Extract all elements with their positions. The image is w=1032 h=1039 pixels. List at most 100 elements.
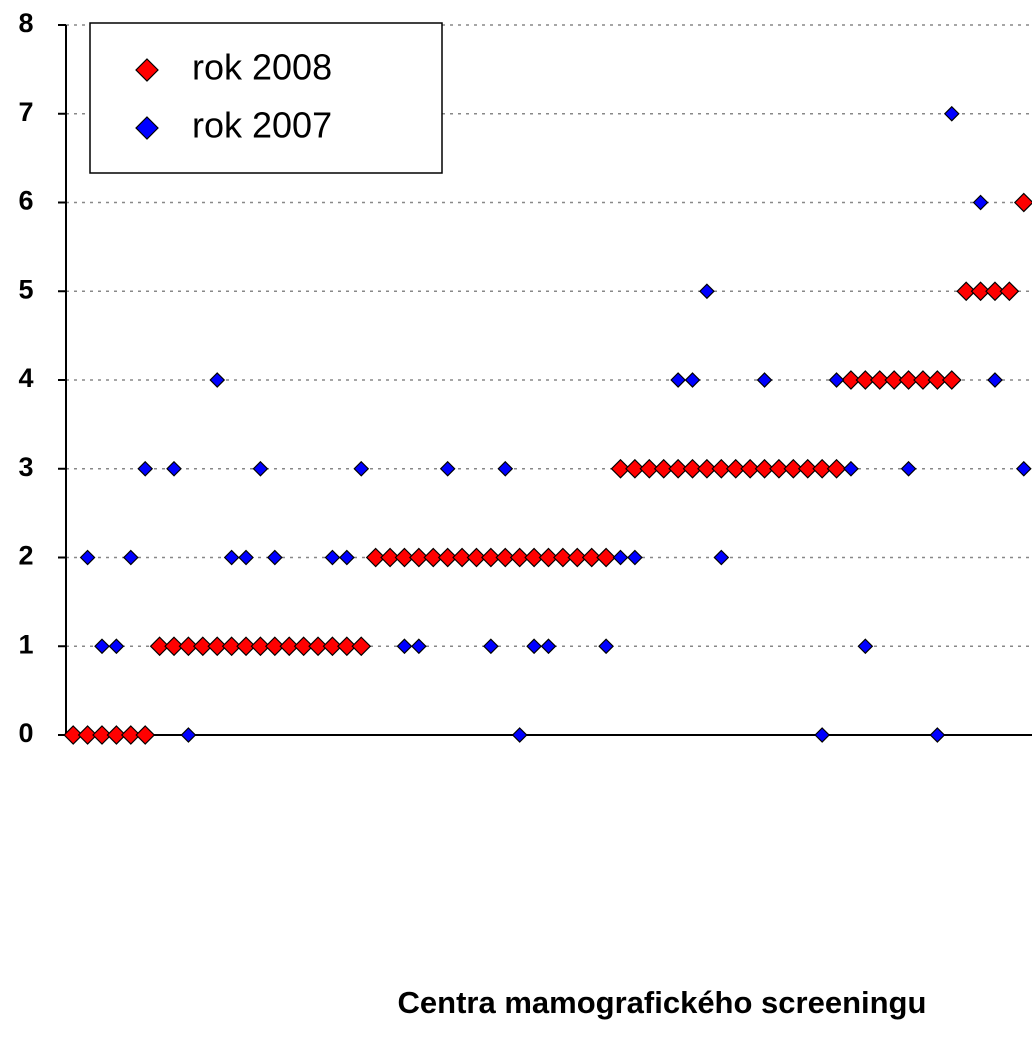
- data-point: [684, 372, 701, 388]
- data-point: [740, 458, 760, 479]
- data-point: [812, 458, 833, 479]
- data-point: [970, 281, 991, 302]
- data-point: [207, 636, 228, 657]
- legend-box: [89, 22, 443, 174]
- data-point: [627, 549, 643, 566]
- data-point: [351, 636, 372, 657]
- data-point: [754, 458, 775, 479]
- data-point: [423, 547, 444, 568]
- data-point: [855, 370, 876, 390]
- data-point: [192, 636, 213, 657]
- data-point: [697, 458, 717, 479]
- data-point: [943, 105, 960, 122]
- data-point: [483, 638, 499, 655]
- data-point: [322, 636, 343, 657]
- data-point: [524, 547, 544, 568]
- y-tick-label: 0: [18, 718, 33, 748]
- data-point: [77, 725, 98, 745]
- data-point: [238, 549, 254, 566]
- data-point: [221, 636, 242, 657]
- data-point: [898, 370, 919, 390]
- data-point: [149, 636, 170, 657]
- data-point: [437, 547, 458, 568]
- data-point: [713, 549, 730, 566]
- data-point: [452, 547, 472, 568]
- data-point: [670, 372, 686, 388]
- data-point: [339, 549, 355, 566]
- data-point: [120, 725, 141, 745]
- data-point: [79, 549, 96, 566]
- data-point: [857, 638, 874, 655]
- data-point: [985, 281, 1005, 302]
- data-point: [252, 460, 269, 477]
- data-point: [682, 458, 703, 479]
- data-point: [439, 460, 456, 477]
- data-point: [466, 547, 487, 568]
- data-point: [106, 725, 127, 745]
- data-point: [108, 638, 125, 655]
- data-point: [380, 547, 400, 568]
- data-point: [797, 458, 818, 479]
- data-point: [843, 460, 859, 477]
- data-point: [122, 549, 139, 566]
- data-point: [913, 370, 933, 390]
- data-point: [166, 460, 182, 477]
- data-point: [511, 727, 528, 743]
- legend-label: rok 2007: [192, 105, 332, 146]
- y-tick-label: 5: [18, 274, 33, 304]
- data-point: [279, 636, 300, 657]
- data-point: [94, 638, 110, 655]
- y-tick-label: 2: [18, 541, 33, 571]
- legend-marker: [135, 58, 159, 82]
- data-point: [987, 372, 1003, 388]
- data-point: [553, 547, 573, 568]
- y-tick-label: 6: [18, 186, 33, 216]
- data-point: [495, 547, 516, 568]
- data-point: [509, 547, 530, 568]
- data-point: [972, 194, 989, 211]
- x-axis-label: Centra mamografického screeningu: [398, 985, 927, 1020]
- data-point: [308, 636, 328, 657]
- data-point: [353, 460, 370, 477]
- data-point: [481, 547, 501, 568]
- legend-label: rok 2008: [192, 47, 332, 88]
- data-point: [639, 458, 660, 479]
- data-point: [711, 458, 732, 479]
- data-point: [999, 281, 1020, 302]
- data-point: [581, 547, 602, 568]
- data-point: [63, 725, 84, 745]
- data-point: [324, 549, 341, 566]
- data-point: [209, 372, 226, 388]
- data-point: [828, 372, 845, 388]
- data-point: [869, 370, 890, 390]
- data-point: [929, 727, 946, 743]
- data-point: [725, 458, 746, 479]
- data-point: [394, 547, 415, 568]
- data-point: [337, 636, 357, 657]
- data-point: [538, 547, 559, 568]
- data-point: [223, 549, 240, 566]
- data-point: [164, 636, 184, 657]
- data-point: [567, 547, 588, 568]
- data-point: [1015, 460, 1032, 477]
- data-point: [264, 636, 285, 657]
- data-point: [612, 549, 629, 566]
- data-point: [756, 372, 773, 388]
- data-point: [900, 460, 917, 477]
- data-point: [365, 547, 386, 568]
- data-point: [769, 458, 789, 479]
- data-point: [250, 636, 271, 657]
- data-point: [180, 727, 197, 743]
- data-point: [783, 458, 804, 479]
- y-tick-label: 7: [18, 97, 33, 127]
- data-point: [396, 638, 413, 655]
- data-point: [540, 638, 557, 655]
- y-tick-label: 8: [18, 8, 33, 38]
- y-tick-label: 3: [18, 452, 33, 482]
- data-point: [653, 458, 674, 479]
- data-point: [598, 638, 614, 655]
- data-point: [497, 460, 514, 477]
- data-point: [137, 460, 154, 477]
- data-point: [596, 547, 616, 568]
- data-point: [884, 370, 905, 390]
